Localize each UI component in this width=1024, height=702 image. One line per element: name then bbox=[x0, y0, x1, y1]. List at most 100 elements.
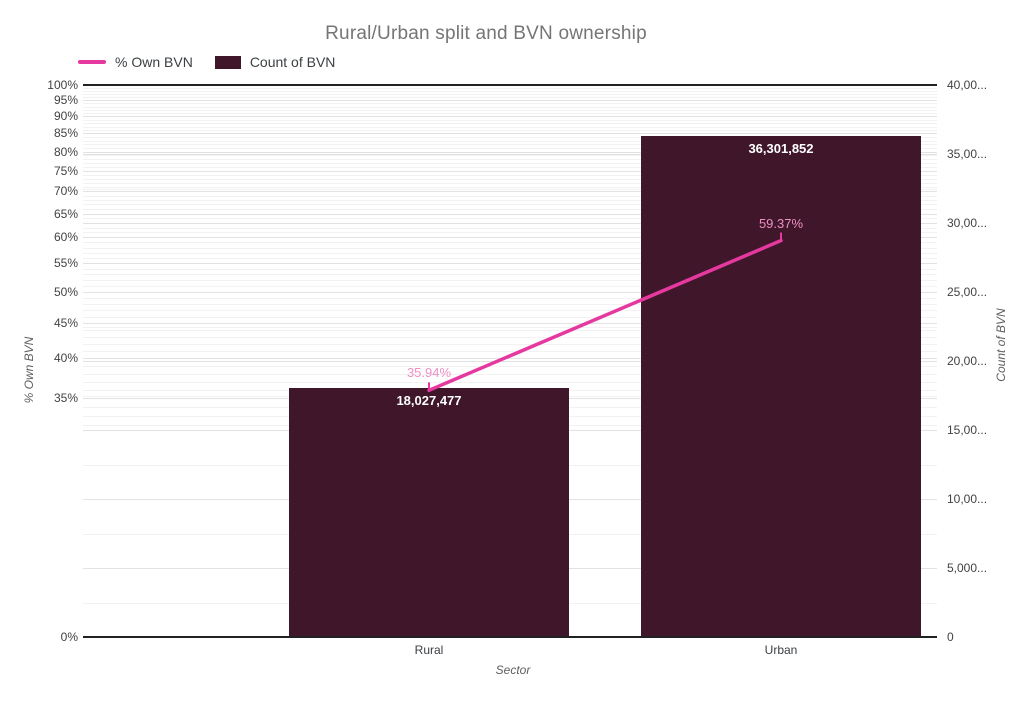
gridline bbox=[83, 237, 937, 239]
bar-value-label: 36,301,852 bbox=[748, 141, 814, 157]
line-point-label: 35.94% bbox=[406, 365, 452, 381]
x-axis-category-label: Urban bbox=[764, 643, 798, 657]
gridline bbox=[83, 133, 937, 135]
gridline bbox=[83, 162, 937, 164]
gridline bbox=[83, 113, 937, 115]
gridline bbox=[83, 87, 937, 89]
left-axis-tick-label: 35% bbox=[53, 391, 78, 406]
gridline bbox=[83, 195, 937, 197]
gridline bbox=[83, 123, 937, 125]
gridline bbox=[83, 191, 937, 193]
gridline bbox=[83, 109, 937, 111]
gridline bbox=[83, 129, 937, 131]
right-axis-tick-label: 40,00... bbox=[947, 78, 988, 92]
gridline bbox=[83, 257, 937, 259]
bar-series-swatch-icon bbox=[214, 55, 241, 69]
gridline bbox=[83, 151, 937, 153]
gridline bbox=[83, 292, 937, 293]
gridline bbox=[83, 247, 937, 249]
gridline bbox=[83, 204, 937, 206]
gridline bbox=[83, 381, 937, 383]
right-axis-tick-label: 5,000... bbox=[947, 561, 988, 575]
left-axis-tick-label: 50% bbox=[53, 284, 78, 299]
chart-title: Rural/Urban split and BVN ownership bbox=[325, 23, 647, 44]
left-axis-tick-label: 90% bbox=[53, 109, 78, 124]
bar-value-label: 18,027,477 bbox=[396, 393, 462, 409]
gridline bbox=[83, 280, 937, 282]
gridline bbox=[83, 232, 937, 234]
right-axis-tick-label: 0 bbox=[947, 630, 954, 644]
gridline bbox=[83, 351, 937, 353]
right-axis-tick-label: 25,00... bbox=[947, 285, 988, 299]
gridline bbox=[83, 329, 937, 331]
gridline bbox=[83, 119, 937, 121]
gridline bbox=[83, 106, 937, 108]
gridline bbox=[83, 188, 937, 190]
gridline bbox=[83, 361, 937, 362]
bar-urban[interactable] bbox=[641, 136, 921, 637]
left-axis-tick-label: 60% bbox=[53, 230, 78, 245]
gridline bbox=[83, 373, 937, 375]
gridline bbox=[83, 365, 937, 367]
left-axis-tick-label: 45% bbox=[53, 316, 78, 331]
gridline bbox=[83, 263, 937, 265]
gridline bbox=[83, 97, 937, 99]
gridline bbox=[83, 268, 937, 270]
gridline bbox=[83, 223, 937, 224]
left-axis-tick-label: 100% bbox=[47, 78, 78, 92]
gridline bbox=[83, 285, 937, 287]
gridline bbox=[83, 200, 937, 202]
x-axis-category-label: Rural bbox=[414, 643, 444, 657]
gridline bbox=[83, 100, 937, 102]
gridline bbox=[83, 310, 937, 312]
gridline bbox=[83, 174, 937, 176]
gridline bbox=[83, 140, 937, 142]
left-axis-tick-label: 40% bbox=[53, 351, 78, 366]
left-axis-tick-label: 85% bbox=[53, 126, 78, 141]
gridline bbox=[83, 154, 937, 155]
bar-rural[interactable] bbox=[289, 388, 569, 637]
left-axis-tick-label: 80% bbox=[53, 144, 78, 159]
left-axis-tick-label: 55% bbox=[53, 256, 78, 271]
gridline bbox=[83, 323, 937, 325]
gridline bbox=[83, 137, 937, 139]
left-axis-tick-label: 65% bbox=[53, 206, 78, 221]
gridline bbox=[83, 303, 937, 305]
gridline bbox=[83, 183, 937, 184]
gridline bbox=[83, 252, 937, 254]
gridline bbox=[83, 316, 937, 318]
gridline bbox=[83, 187, 937, 189]
left-axis-tick-label: 75% bbox=[53, 163, 78, 178]
gridline bbox=[83, 159, 937, 161]
gridline bbox=[83, 274, 937, 276]
gridline bbox=[83, 297, 937, 299]
line-point-label: 59.37% bbox=[758, 215, 804, 231]
right-axis-tick-label: 35,00... bbox=[947, 147, 988, 161]
right-axis-tick-label: 15,00... bbox=[947, 423, 988, 437]
gridline bbox=[83, 227, 937, 229]
gridline bbox=[83, 166, 937, 168]
gridline bbox=[83, 178, 937, 180]
left-axis-tick-label: 70% bbox=[53, 184, 78, 199]
gridline bbox=[83, 94, 937, 96]
gridline bbox=[83, 358, 937, 360]
gridline bbox=[83, 208, 937, 210]
legend-item-percent-own-bvn[interactable]: % Own BVN bbox=[78, 54, 193, 70]
gridline bbox=[83, 91, 937, 93]
gridline bbox=[83, 170, 937, 172]
gridline bbox=[83, 336, 937, 338]
legend: % Own BVN Count of BVN bbox=[78, 54, 335, 70]
left-axis-tick-label: 95% bbox=[53, 93, 78, 108]
gridline bbox=[83, 144, 937, 146]
gridline bbox=[83, 218, 937, 220]
gridline bbox=[83, 213, 937, 215]
legend-item-count-of-bvn[interactable]: Count of BVN bbox=[214, 54, 335, 70]
gridline bbox=[83, 126, 937, 128]
gridline bbox=[83, 155, 937, 157]
gridline bbox=[83, 103, 937, 105]
gridline bbox=[83, 636, 937, 638]
gridline bbox=[83, 84, 937, 86]
legend-label: % Own BVN bbox=[115, 54, 193, 70]
